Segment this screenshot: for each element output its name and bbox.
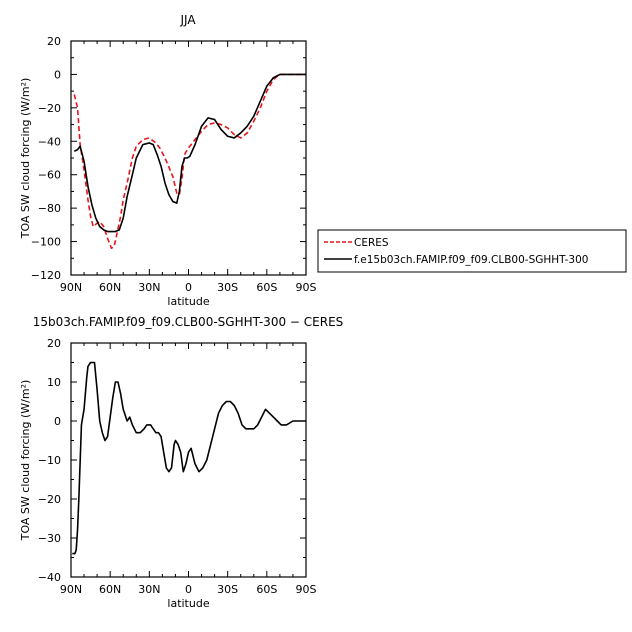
- y-tick-label: 0: [54, 415, 61, 428]
- x-tick-label: 60N: [99, 583, 121, 596]
- legend-label: CERES: [354, 237, 389, 249]
- x-tick-label: 30S: [217, 583, 238, 596]
- y-tick-label: 20: [47, 337, 61, 350]
- y-tick-label: −40: [38, 135, 61, 148]
- legend-label: f.e15b03ch.FAMIP.f09_f09.CLB00-SGHHT-300: [354, 254, 588, 266]
- y-tick-label: −10: [38, 454, 61, 467]
- top-panel: JJA 90N 60N 30N 0 30S 60S 90S 20 0 −20 −40 −60 −80 −10…: [19, 13, 317, 308]
- x-tick-label: 30N: [138, 281, 160, 294]
- y-tick-label: 10: [47, 376, 61, 389]
- y-tick-label: −60: [38, 169, 61, 182]
- series-line-0-0: [73, 73, 306, 250]
- x-tick-label: 60N: [99, 281, 121, 294]
- x-tick-label: 90N: [60, 281, 82, 294]
- y-tick-label: −100: [31, 236, 61, 249]
- x-tick-label: 60S: [256, 281, 277, 294]
- x-tick-label: 0: [185, 281, 192, 294]
- y-tick-label: 0: [54, 68, 61, 81]
- x-tick-label: 30S: [217, 281, 238, 294]
- bottom-panel: 15b03ch.FAMIP.f09_f09.CLB00-SGHHT-300 − …: [19, 315, 343, 610]
- y-tick-label: −30: [38, 532, 61, 545]
- plot-frame: [70, 342, 307, 578]
- panel-title: 15b03ch.FAMIP.f09_f09.CLB00-SGHHT-300 − …: [33, 315, 344, 329]
- panel-title: JJA: [179, 13, 196, 27]
- series-line-1-0: [72, 361, 306, 555]
- x-tick-label: 60S: [256, 583, 277, 596]
- x-axis-label: latitude: [167, 295, 209, 308]
- x-tick-label: 90N: [60, 583, 82, 596]
- y-tick-label: −40: [38, 571, 61, 584]
- y-tick-label: −120: [31, 269, 61, 282]
- legend-box: [317, 229, 627, 273]
- plot-frame: [70, 40, 307, 276]
- legend: CERES f.e15b03ch.FAMIP.f09_f09.CLB00-SGHH…: [317, 229, 627, 273]
- y-tick-label: 20: [47, 35, 61, 48]
- y-tick-label: −80: [38, 202, 61, 215]
- x-tick-label: 0: [185, 583, 192, 596]
- x-tick-label: 90S: [296, 281, 317, 294]
- y-tick-label: −20: [38, 102, 61, 115]
- y-tick-label: −20: [38, 493, 61, 506]
- series-line-0-1: [73, 73, 306, 233]
- y-axis-label: TOA SW cloud forcing (W/m²): [19, 78, 32, 240]
- x-tick-label: 30N: [138, 583, 160, 596]
- x-tick-label: 90S: [296, 583, 317, 596]
- y-axis-label: TOA SW cloud forcing (W/m²): [19, 380, 32, 542]
- x-axis-label: latitude: [167, 597, 209, 610]
